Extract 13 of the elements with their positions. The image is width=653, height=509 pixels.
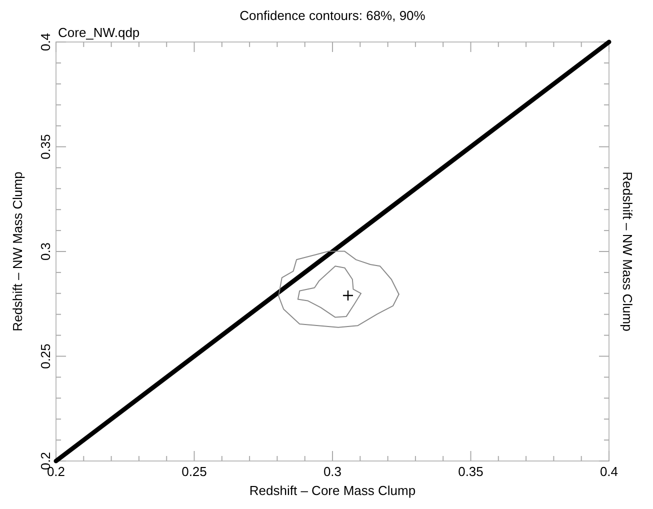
y-tick-label: 0.3	[38, 242, 53, 261]
text: Core_NW.qdp	[58, 25, 140, 40]
y2-axis-title: Redshift – NW Mass Clump	[620, 172, 635, 332]
x-tick-label: 0.4	[600, 464, 618, 479]
chart-title: Confidence contours: 68%, 90%	[240, 8, 426, 23]
y-tick-label: 0.25	[38, 344, 53, 369]
x-tick-label: 0.3	[323, 464, 342, 479]
x-axis-title: Redshift – Core Mass Clump	[249, 483, 416, 498]
x-tick-label: 0.25	[182, 464, 207, 479]
x-tick-label: 0.35	[458, 464, 484, 479]
y-axis-title: Redshift – NW Mass Clump	[10, 172, 25, 332]
y-tick-label: 0.4	[38, 32, 53, 52]
y-tick-label: 0.35	[38, 134, 53, 160]
